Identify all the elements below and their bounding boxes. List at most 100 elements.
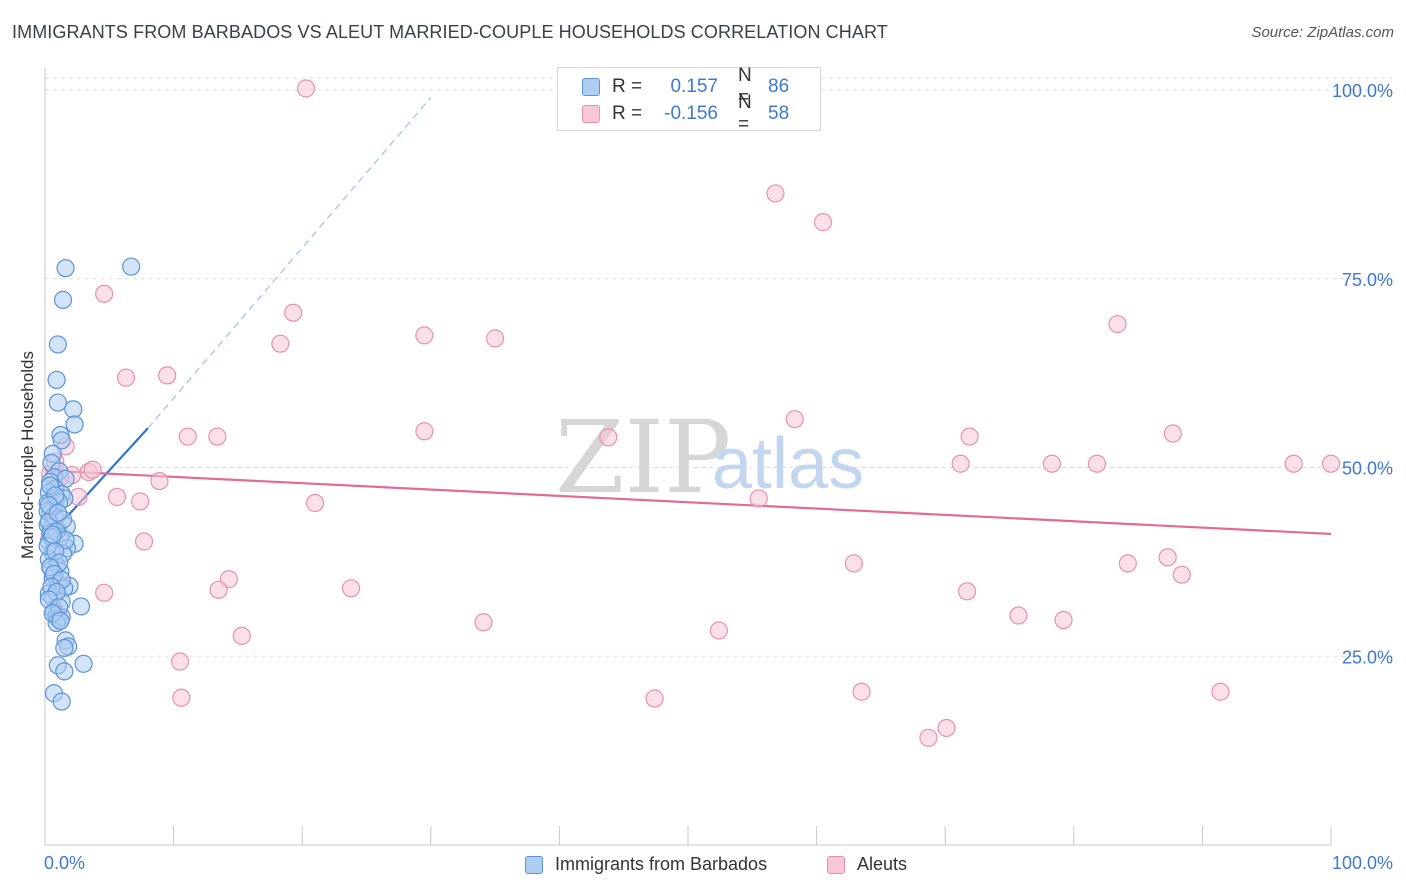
legend-item-barbados[interactable]: Immigrants from Barbados [525,854,767,875]
aleuts-point [341,579,361,598]
legend-swatch-pink [827,855,845,874]
x-tick-label: 0.0% [44,853,85,873]
y-tick-label: 50.0% [1342,459,1393,479]
legend-r-value: -0.156 [664,103,718,124]
aleuts-trend-line [44,469,1332,536]
aleuts-point [785,410,804,429]
barbados-point [48,335,67,354]
aleuts-point [1009,606,1028,625]
legend-swatch-blue [525,855,543,874]
legend-label-aleuts: Aleuts [857,854,908,874]
aleuts-point [1211,682,1230,701]
aleuts-point [178,427,197,446]
barbados-point [43,525,62,544]
aleuts-point [937,718,956,738]
aleuts-point [749,489,768,508]
legend-n-value: 58 [768,103,790,124]
aleuts-point [209,580,228,599]
tick-labels: 25.0% 50.0% 75.0% 100.0% 0.0% 100.0% [44,81,1393,873]
watermark-atlas: atlas [712,424,864,504]
barbados-point [53,290,73,309]
barbados-point [48,503,67,522]
y-tick-label: 100.0% [1332,81,1393,101]
aleuts-point [134,532,154,551]
barbados-point [52,692,71,711]
legend-row-aleuts: R = -0.156 N = 58 [582,92,790,135]
legend-r-label: R = [612,103,643,124]
aleuts-point [1321,454,1341,473]
chart-title: IMMIGRANTS FROM BARBADOS VS ALEUT MARRIE… [12,22,888,42]
barbados-point [55,638,74,658]
barbados-point [65,415,84,434]
aleuts-point [95,583,114,602]
aleuts-point [1172,565,1191,584]
y-tick-label: 25.0% [1342,647,1393,667]
series-legend: Immigrants from Barbados Aleuts [0,852,1406,878]
barbados-points [38,257,141,711]
legend-swatch-blue [582,78,600,96]
aleuts-point [766,184,785,203]
aleuts-point [645,689,664,708]
aleuts-point [1284,454,1303,473]
aleuts-point [1118,554,1137,573]
aleuts-point [1087,454,1107,473]
barbados-point [122,257,141,276]
legend-r-label: R = [612,76,643,97]
barbados-point [52,431,71,450]
aleuts-point [271,334,290,353]
aleuts-point [131,492,150,511]
aleuts-point [208,427,227,446]
aleuts-point [83,460,102,479]
aleuts-point [150,471,169,491]
source-credit: Source: ZipAtlas.com [1251,24,1394,41]
gridlines [45,77,1392,657]
barbados-point [74,654,93,673]
aleuts-point [960,427,979,446]
legend-r-value: 0.157 [670,76,718,97]
barbados-point [64,400,83,419]
legend-n-label: N = [738,92,752,135]
barbados-trend-extension [147,97,432,429]
aleuts-point [951,454,970,473]
aleuts-point [1108,314,1127,334]
x-tick-label: 100.0% [1332,853,1393,873]
aleuts-point [474,613,493,632]
legend-item-aleuts[interactable]: Aleuts [827,854,907,875]
aleuts-point [813,213,833,232]
aleuts-point [107,487,127,507]
aleuts-point [116,368,136,387]
legend-row-barbados: R = 0.157 N = 86 [582,65,789,108]
aleuts-point [296,79,316,98]
aleuts-point [232,626,251,645]
aleuts-point [415,326,434,345]
legend-swatch-pink [582,105,600,123]
aleuts-point [1158,548,1177,567]
aleuts-point [415,422,434,441]
aleuts-point [844,554,863,573]
barbados-point [71,597,91,616]
aleuts-point [1163,424,1182,443]
aleuts-point [1054,610,1073,630]
aleuts-point [599,428,618,447]
aleuts-point [919,728,938,747]
aleuts-point [305,493,325,513]
watermark-zip: ZIP [555,399,731,516]
aleuts-point [957,582,977,601]
barbados-point [55,662,74,681]
barbados-point [56,259,75,278]
legend-label-barbados: Immigrants from Barbados [555,854,768,874]
legend-n-label: N = [738,65,752,108]
barbados-point [47,370,66,390]
aleuts-point [172,688,191,707]
aleuts-point [284,303,303,322]
watermark: ZIP atlas [555,399,864,516]
barbados-point [51,611,70,630]
aleuts-point [95,284,114,303]
aleuts-point [1042,454,1062,473]
aleuts-point [709,621,728,640]
aleuts-point [486,329,505,348]
y-tick-label: 75.0% [1342,270,1393,290]
aleuts-point [158,366,177,385]
correlation-legend: R = 0.157 N = 86 R = -0.156 N = 58 [557,65,821,135]
